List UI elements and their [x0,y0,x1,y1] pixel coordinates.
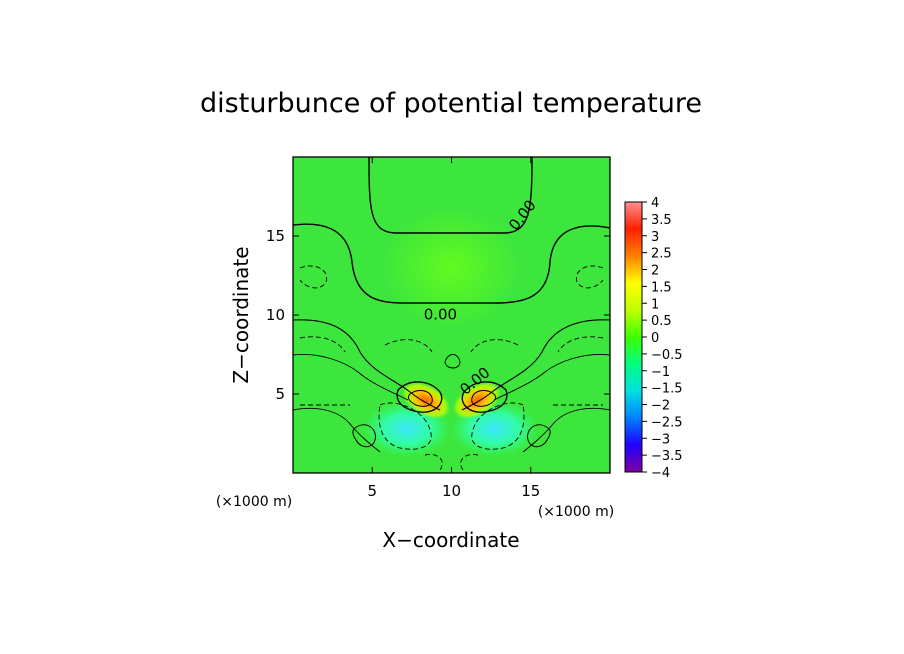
contour-line [352,424,376,448]
y-axis-label: Z−coordinate [229,246,253,383]
contour-line-negative [460,454,479,471]
contour-label: 0.00 [424,306,457,324]
x-tick-label: 15 [521,482,540,500]
contour-line [522,407,610,453]
colorbar-tick-label: 3.5 [651,213,672,228]
colorbar-tick-label: −3.5 [651,449,683,464]
colorbar-tick-label: 1 [651,297,659,312]
field-upper-warm-region [381,207,522,328]
colorbar-tick-label: −2 [651,399,670,414]
colorbar-tick-label: 2 [651,264,659,279]
x-tick-label: 5 [367,482,377,500]
contour-line [293,319,441,411]
contour-line [471,390,497,407]
contour-line [293,223,610,304]
colorbar-tick-label: 3 [651,230,659,245]
x-unit-label-left: (×1000 m) [216,494,292,510]
colorbar-tick-label: −2.5 [651,415,683,430]
contour-line-negative [557,336,604,353]
contour-line-negative [424,454,443,471]
colorbar-tick-label: −4 [651,466,670,481]
contour-line [396,381,443,413]
colorbar: 4 3.5 3 2.5 21.5 1 0.5 0 −0.5 −1 −1.5 −2−2.5 −3 −3.5 −… [624,196,683,481]
y-tick-label: 5 [275,385,285,403]
y-tick-label: 10 [266,306,285,324]
colorbar-tick-label: 1.5 [651,280,672,295]
x-axis-label: X−coordinate [382,528,519,552]
colorbar-tick-label: −3 [651,432,670,447]
x-unit-label-right: (×1000 m) [538,504,614,520]
colorbar-fill [625,202,642,472]
contour-line [293,407,381,453]
x-tick-label: 10 [442,482,461,500]
colorbar-tick-label: 0 [651,331,659,346]
contour-line [444,354,461,369]
contour-line-negative [299,265,328,289]
contour-line [407,390,433,407]
colorbar-ticks: 4 3.5 3 2.5 21.5 1 0.5 0 −0.5 −1 −1.5 −2−2.5 −3 −3.5 −… [642,196,683,481]
colorbar-tick-label: 0.5 [651,314,672,329]
contour-line-negative [470,339,519,353]
contour-layer [293,157,610,471]
colorbar-tick-label: 2.5 [651,247,672,262]
contour-line-negative [471,402,525,450]
contour-line [493,354,610,401]
contour-line-negative [378,402,432,450]
colorbar-tick-label: −1 [651,365,670,380]
colorbar-tick-label: −0.5 [651,348,683,363]
colorbar-tick-label: −1.5 [651,382,683,397]
contour-line [527,424,551,448]
colorbar-tick-label: 4 [651,196,659,211]
contour-line [461,319,610,411]
contour-line [368,157,533,234]
y-tick-label: 15 [266,227,285,245]
contour-line [293,354,409,401]
contour-line-negative [575,265,604,289]
contour-line-negative [299,336,346,353]
chart-title: disturbunce of potential temperature [200,88,702,119]
contour-line-negative [384,339,433,353]
tick-layer: 5 10 15 5 10 15 [266,157,610,500]
